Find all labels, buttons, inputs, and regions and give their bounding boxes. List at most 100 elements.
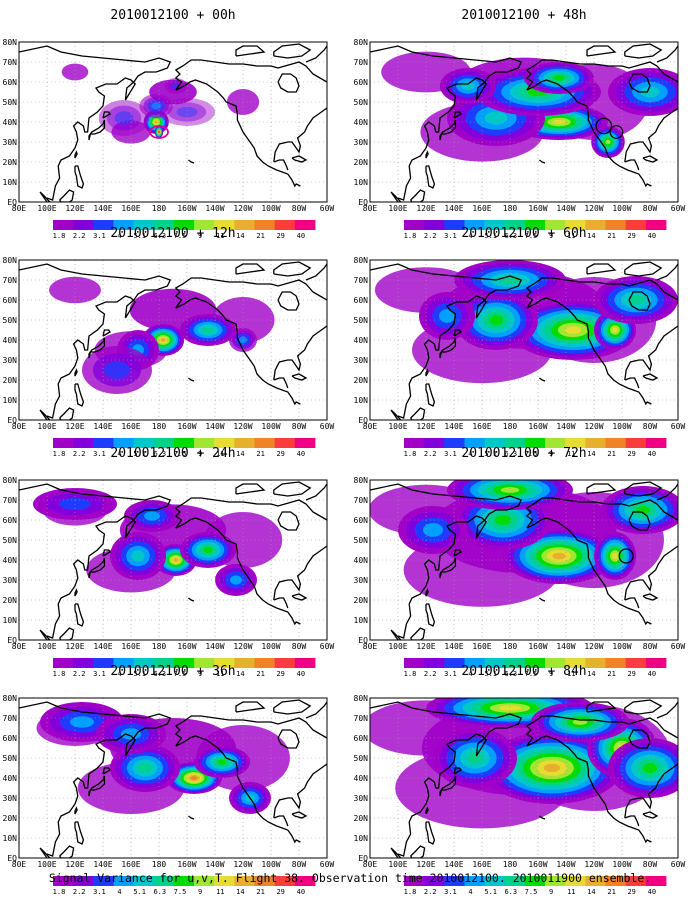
x-tick-label: 160W xyxy=(528,860,547,869)
coastline xyxy=(390,409,402,420)
coastline xyxy=(74,588,78,597)
x-tick-label: 160E xyxy=(472,642,491,651)
colorbar-swatch xyxy=(53,876,74,886)
coastline xyxy=(273,107,327,163)
colorbar-swatch xyxy=(585,876,606,886)
colorbar-label: 40 xyxy=(297,888,305,896)
colorbar-label: 9 xyxy=(549,888,553,896)
colorbar-swatch xyxy=(113,438,135,448)
map-area xyxy=(370,42,678,202)
coastline xyxy=(539,597,546,602)
colorbar-swatch xyxy=(53,658,74,668)
x-tick-label: 160W xyxy=(528,642,547,651)
colorbar-swatch xyxy=(565,876,586,886)
colorbar-swatch xyxy=(173,876,195,886)
colorbar-swatch xyxy=(234,658,255,668)
colorbar-label: 29 xyxy=(276,232,284,240)
colorbar-label: 1.8 xyxy=(53,450,66,458)
colorbar-swatch xyxy=(153,438,175,448)
colorbar-label: 1.8 xyxy=(53,232,66,240)
coastline xyxy=(539,377,546,382)
colorbar-label: 7.5 xyxy=(174,232,187,240)
colorbar-label: 2.2 xyxy=(73,232,86,240)
colorbar-label: 2.2 xyxy=(424,232,437,240)
x-tick-label: 80W xyxy=(643,422,658,431)
y-tick-label: 70N xyxy=(3,714,18,723)
signal-contour xyxy=(643,763,657,773)
coastline xyxy=(74,383,85,407)
y-tick-label: 40N xyxy=(3,118,18,127)
coastline xyxy=(273,261,312,277)
y-tick-label: 50N xyxy=(3,98,18,107)
colorbar-label: 9 xyxy=(549,450,553,458)
y-tick-label: 20N xyxy=(3,596,18,605)
signal-contour xyxy=(114,111,134,125)
x-tick-label: 140E xyxy=(444,860,463,869)
x-tick-label: 120E xyxy=(65,642,84,651)
colorbar-label: 1.8 xyxy=(404,888,417,896)
coastline xyxy=(88,337,106,359)
colorbar-label: 11 xyxy=(216,232,224,240)
colorbar-swatch xyxy=(173,220,195,230)
signal-contour xyxy=(103,361,131,379)
x-tick-label: 160W xyxy=(177,422,196,431)
colorbar-swatch xyxy=(625,876,647,886)
colorbar-swatch xyxy=(484,876,506,886)
coastline xyxy=(624,107,678,163)
coastline xyxy=(235,45,266,57)
x-tick-label: 180 xyxy=(152,204,167,213)
coastline xyxy=(188,159,195,164)
coastline xyxy=(624,43,663,59)
colorbar-swatch xyxy=(294,438,316,448)
x-tick-label: 60W xyxy=(671,642,686,651)
coastline xyxy=(175,297,301,406)
coastline xyxy=(453,111,462,119)
colorbar-swatch xyxy=(464,438,486,448)
y-tick-label: 40N xyxy=(354,118,369,127)
panel-title: 2010012100 + 00h xyxy=(110,8,235,23)
colorbar-swatch xyxy=(73,220,94,230)
y-tick-label: 70N xyxy=(354,496,369,505)
colorbar-label: 29 xyxy=(627,450,635,458)
y-tick-label: 20N xyxy=(354,814,369,823)
coastline xyxy=(439,119,457,141)
colorbar-swatch xyxy=(294,658,316,668)
colorbar-label: 3.1 xyxy=(444,888,457,896)
coastline xyxy=(74,603,85,627)
signal-contour xyxy=(61,63,89,81)
colorbar-label: 21 xyxy=(256,450,264,458)
x-tick-label: 140E xyxy=(93,860,112,869)
x-tick-label: 80E xyxy=(363,422,378,431)
colorbar-label: 11 xyxy=(567,888,575,896)
signal-contour xyxy=(612,327,618,333)
coastline xyxy=(410,407,426,420)
coastline xyxy=(453,549,462,557)
coastline xyxy=(273,377,289,389)
y-tick-label: 60N xyxy=(3,78,18,87)
y-tick-label: 30N xyxy=(354,138,369,147)
x-tick-label: 180 xyxy=(503,422,518,431)
colorbar-label: 2.2 xyxy=(73,888,86,896)
colorbar-label: 14 xyxy=(587,670,595,678)
colorbar-label: 29 xyxy=(276,670,284,678)
panel-title: 2010012100 + 24h xyxy=(110,446,235,461)
coastline xyxy=(439,337,457,359)
signal-contour xyxy=(203,547,213,553)
coastline xyxy=(273,699,312,715)
coastline xyxy=(526,79,652,188)
y-tick-label: 20N xyxy=(3,158,18,167)
y-tick-label: 60N xyxy=(354,296,369,305)
x-tick-label: 140E xyxy=(444,642,463,651)
colorbar-label: 40 xyxy=(648,670,656,678)
x-tick-label: 100E xyxy=(388,204,407,213)
x-tick-label: 100E xyxy=(37,860,56,869)
colorbar-swatch xyxy=(605,438,627,448)
y-tick-label: 10N xyxy=(3,178,18,187)
coastline xyxy=(235,263,266,275)
coastline xyxy=(525,59,678,91)
colorbar-label: 5.1 xyxy=(484,670,497,678)
x-tick-label: 120W xyxy=(584,860,603,869)
colorbar-swatch xyxy=(424,220,445,230)
colorbar-label: 40 xyxy=(648,232,656,240)
x-tick-label: 100W xyxy=(612,204,631,213)
